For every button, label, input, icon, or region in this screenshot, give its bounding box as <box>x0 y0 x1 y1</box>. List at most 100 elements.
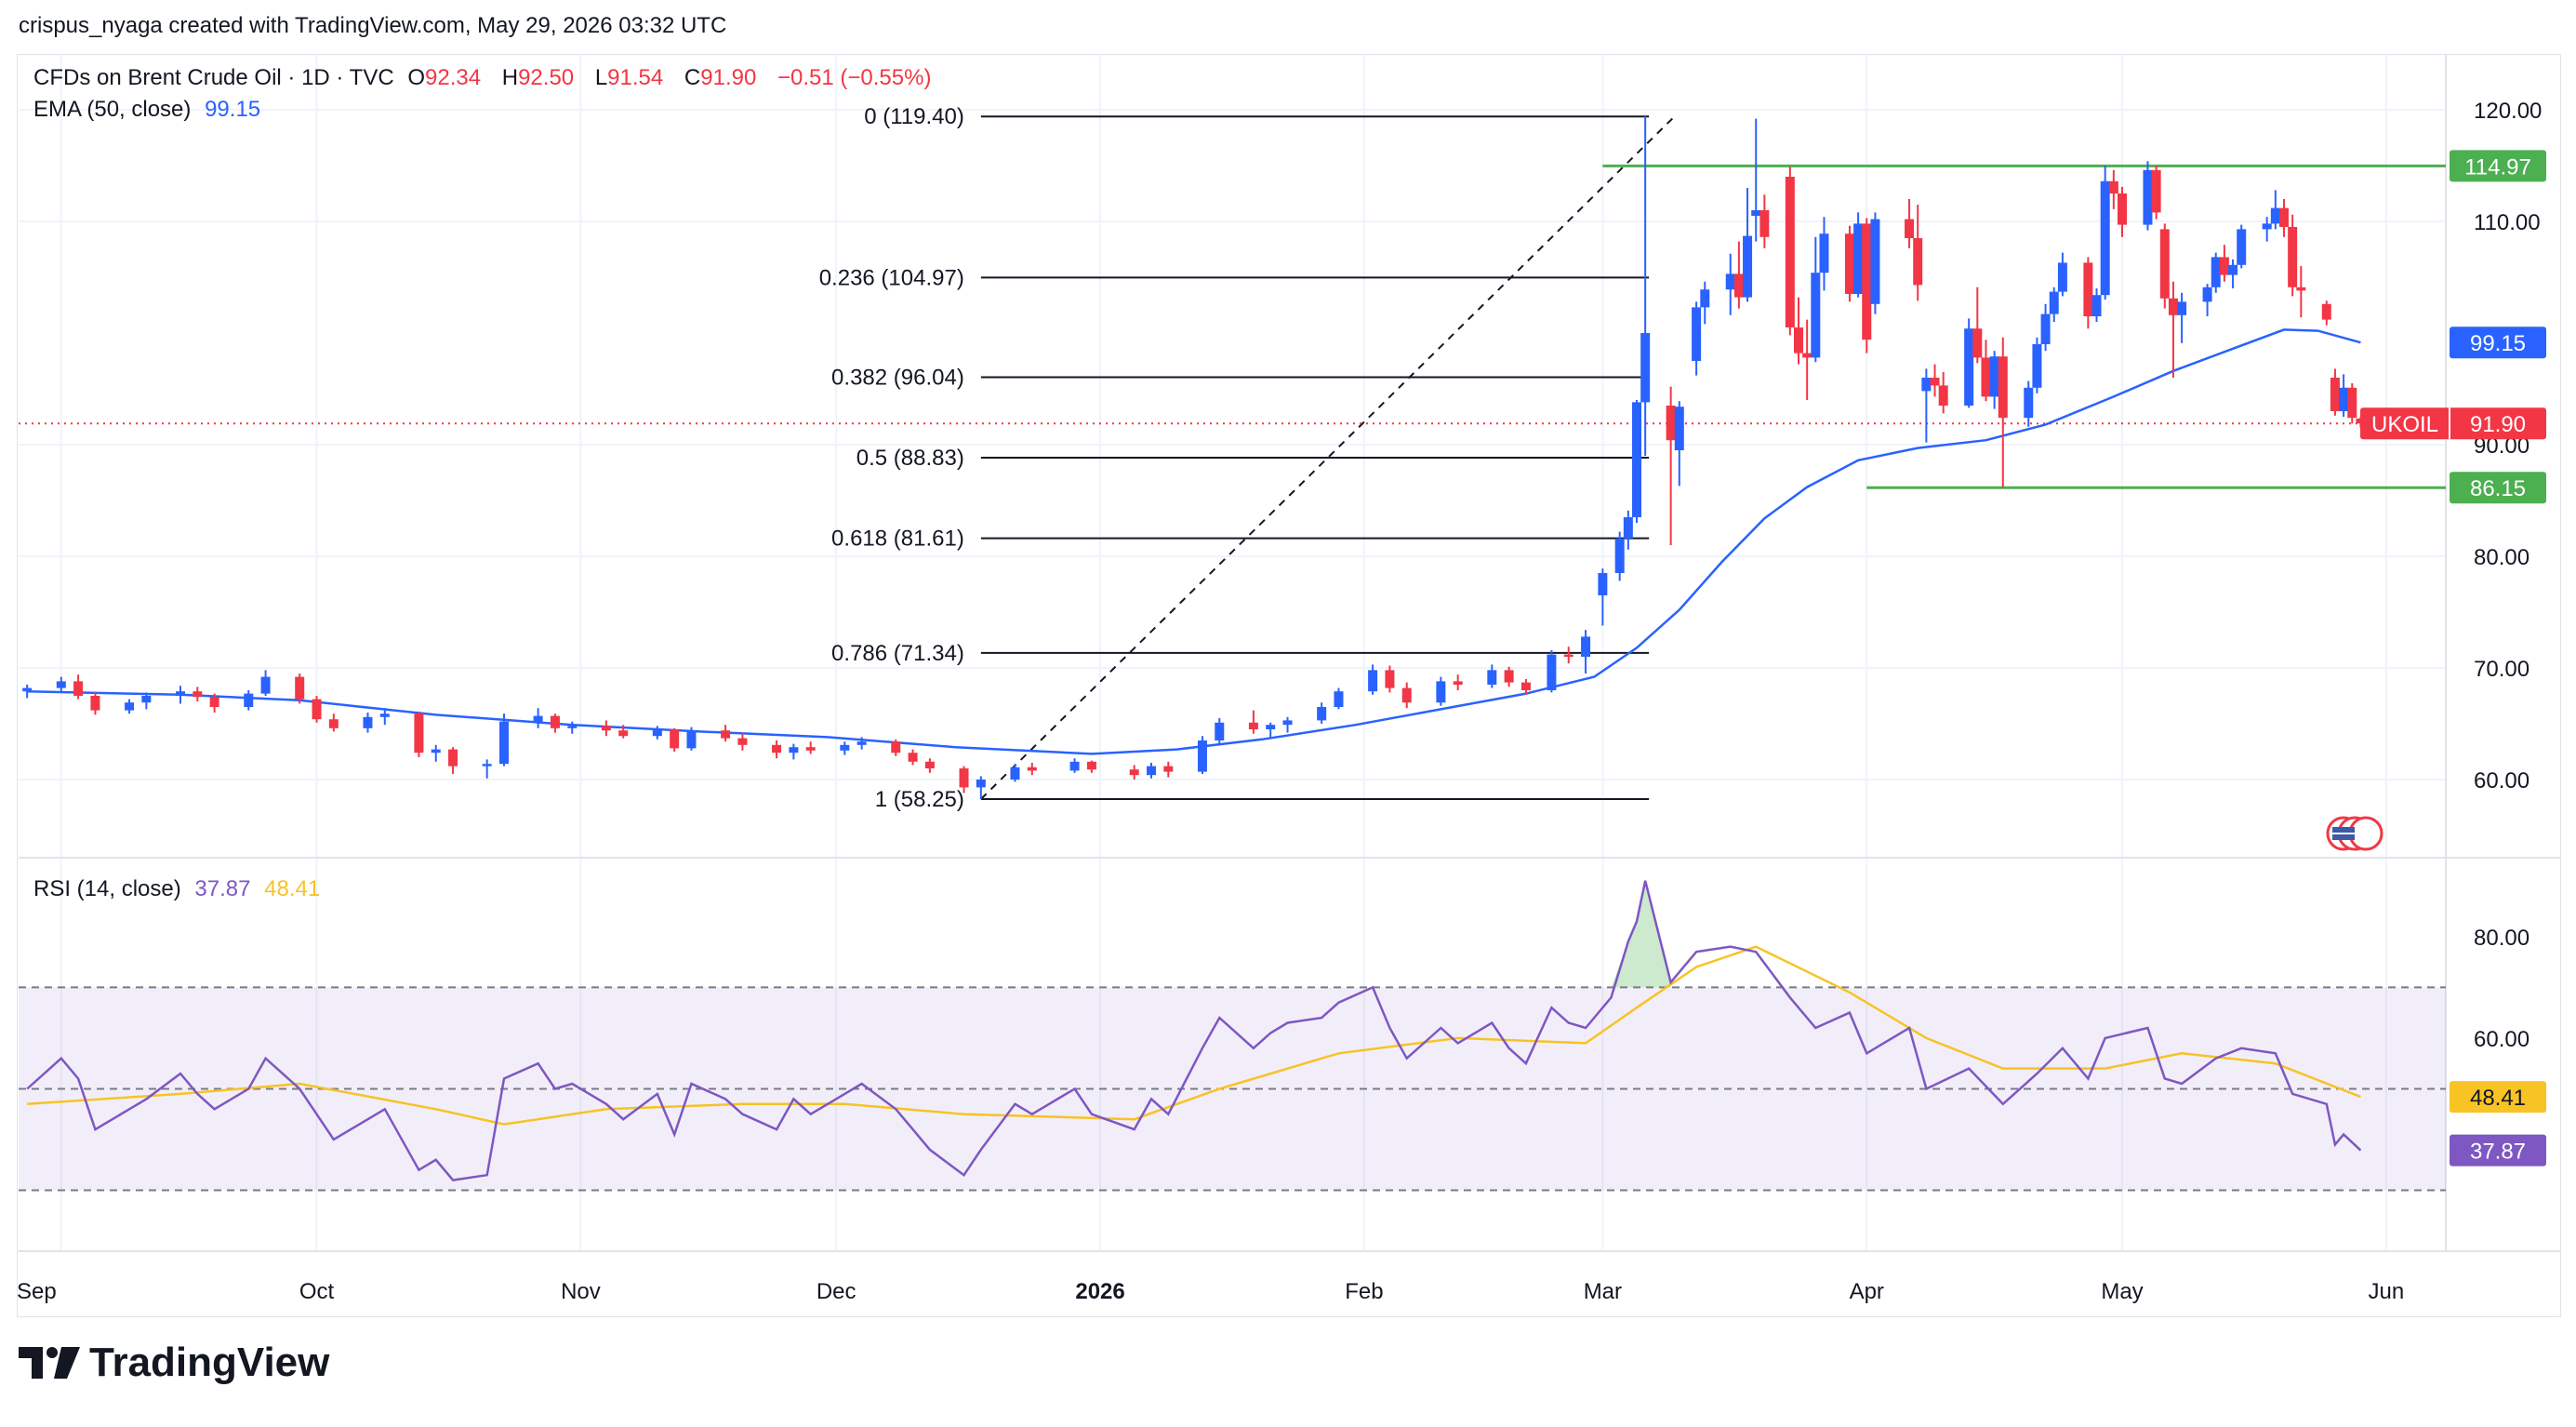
candle <box>56 676 66 693</box>
candle-body <box>1989 356 1999 397</box>
candle-body <box>2151 169 2161 213</box>
candle <box>2040 303 2051 352</box>
candle <box>176 686 185 704</box>
candle <box>1640 116 1651 456</box>
candle <box>924 758 935 773</box>
candle-body <box>1520 682 1531 690</box>
level-tag-upper-bg <box>2450 150 2546 182</box>
candle-body <box>1870 219 1880 304</box>
candle <box>1487 664 1497 688</box>
rsi-axis-tick-label: 60.00 <box>2474 1027 2530 1052</box>
candle-body <box>1215 722 1225 740</box>
candle <box>1853 212 1864 298</box>
ema-label[interactable]: EMA (50, close) <box>33 97 192 122</box>
candle <box>1282 716 1293 733</box>
candle <box>141 692 152 710</box>
candle <box>2143 161 2153 231</box>
candle-body <box>1913 238 1923 286</box>
candle <box>1547 649 1557 693</box>
candle-body <box>1725 273 1735 290</box>
rsi-label[interactable]: RSI (14, close) <box>33 876 181 901</box>
candle <box>22 685 33 699</box>
candle <box>2049 287 2059 322</box>
candle-body <box>2270 207 2280 224</box>
candle <box>2288 214 2298 297</box>
candle-body <box>2118 193 2127 225</box>
candle-body <box>2321 303 2331 320</box>
candle-body <box>328 719 339 728</box>
fibonacci-retracement: 0 (119.40) 0.236 (104.97) 0.382 (96.04) 0.5… <box>819 104 1676 812</box>
open-label: O <box>407 65 425 90</box>
candle-body <box>1998 356 2008 419</box>
candle <box>2177 292 2187 343</box>
candle <box>2108 169 2118 209</box>
candle-body <box>1802 353 1812 358</box>
rsi-axis-tick-label: 80.00 <box>2474 926 2530 951</box>
candle <box>2330 368 2340 416</box>
candle <box>1964 318 1974 408</box>
candle-body <box>1581 636 1591 657</box>
candle-body <box>1862 223 1872 340</box>
candle-body <box>2237 229 2247 265</box>
event-flag-icon <box>2348 816 2383 851</box>
candle <box>2159 223 2170 309</box>
rsi-overbought-fill <box>1611 880 1671 988</box>
candle-body <box>652 729 662 737</box>
candle-body <box>1794 327 1803 353</box>
candle <box>1215 718 1225 744</box>
candle <box>1844 225 1854 302</box>
candle <box>959 766 969 794</box>
candle-body <box>976 780 986 788</box>
candle <box>1751 118 1761 242</box>
candle-body <box>431 749 441 754</box>
candle <box>1981 340 1991 402</box>
candle <box>2202 284 2212 316</box>
candle-body <box>908 753 918 762</box>
candle-body <box>176 691 185 696</box>
candle <box>601 720 611 737</box>
candle-body <box>1819 233 1829 273</box>
candle <box>721 725 731 742</box>
candle <box>908 749 918 766</box>
candle-body <box>193 691 203 698</box>
candle-body <box>1751 210 1761 216</box>
candle-body <box>2228 264 2238 275</box>
candle <box>1743 188 1753 302</box>
candle-body <box>2032 344 2042 388</box>
candle-body <box>1811 273 1821 358</box>
open-value: 92.34 <box>425 65 482 90</box>
candle <box>414 711 424 757</box>
candle-body <box>2143 169 2153 225</box>
candle <box>1700 281 1710 325</box>
candle <box>482 759 492 779</box>
candle-body <box>2211 257 2221 287</box>
candle <box>652 726 662 740</box>
level-tag-upper-text: 114.97 <box>2464 154 2531 180</box>
candle <box>2279 199 2289 237</box>
high-value: 92.50 <box>518 65 575 90</box>
candle <box>2219 245 2229 282</box>
candle-body <box>1282 720 1293 726</box>
candle-body <box>209 697 219 707</box>
high-label: H <box>501 65 519 90</box>
candle-body <box>1069 761 1080 771</box>
candle-body <box>244 693 254 707</box>
candle <box>2024 380 2034 427</box>
candle-body <box>2330 378 2340 411</box>
tradingview-logo[interactable]: TradingView <box>19 1340 329 1386</box>
candle <box>772 740 782 759</box>
candle <box>1632 400 1641 523</box>
candle-body <box>2049 291 2059 314</box>
candle-body <box>1981 357 1991 397</box>
symbol-name[interactable]: CFDs on Brent Crude Oil · 1D · TVC <box>33 65 394 90</box>
candle-body <box>2347 387 2357 419</box>
candle <box>1692 301 1702 376</box>
economic-events-icon <box>2326 816 2383 851</box>
candle <box>1930 364 1940 397</box>
candle-body <box>1674 407 1684 450</box>
candle <box>2237 224 2247 269</box>
candle-body <box>2288 227 2298 287</box>
candle-body <box>1844 233 1854 294</box>
last-price-symbol: UKOIL <box>2371 412 2438 437</box>
